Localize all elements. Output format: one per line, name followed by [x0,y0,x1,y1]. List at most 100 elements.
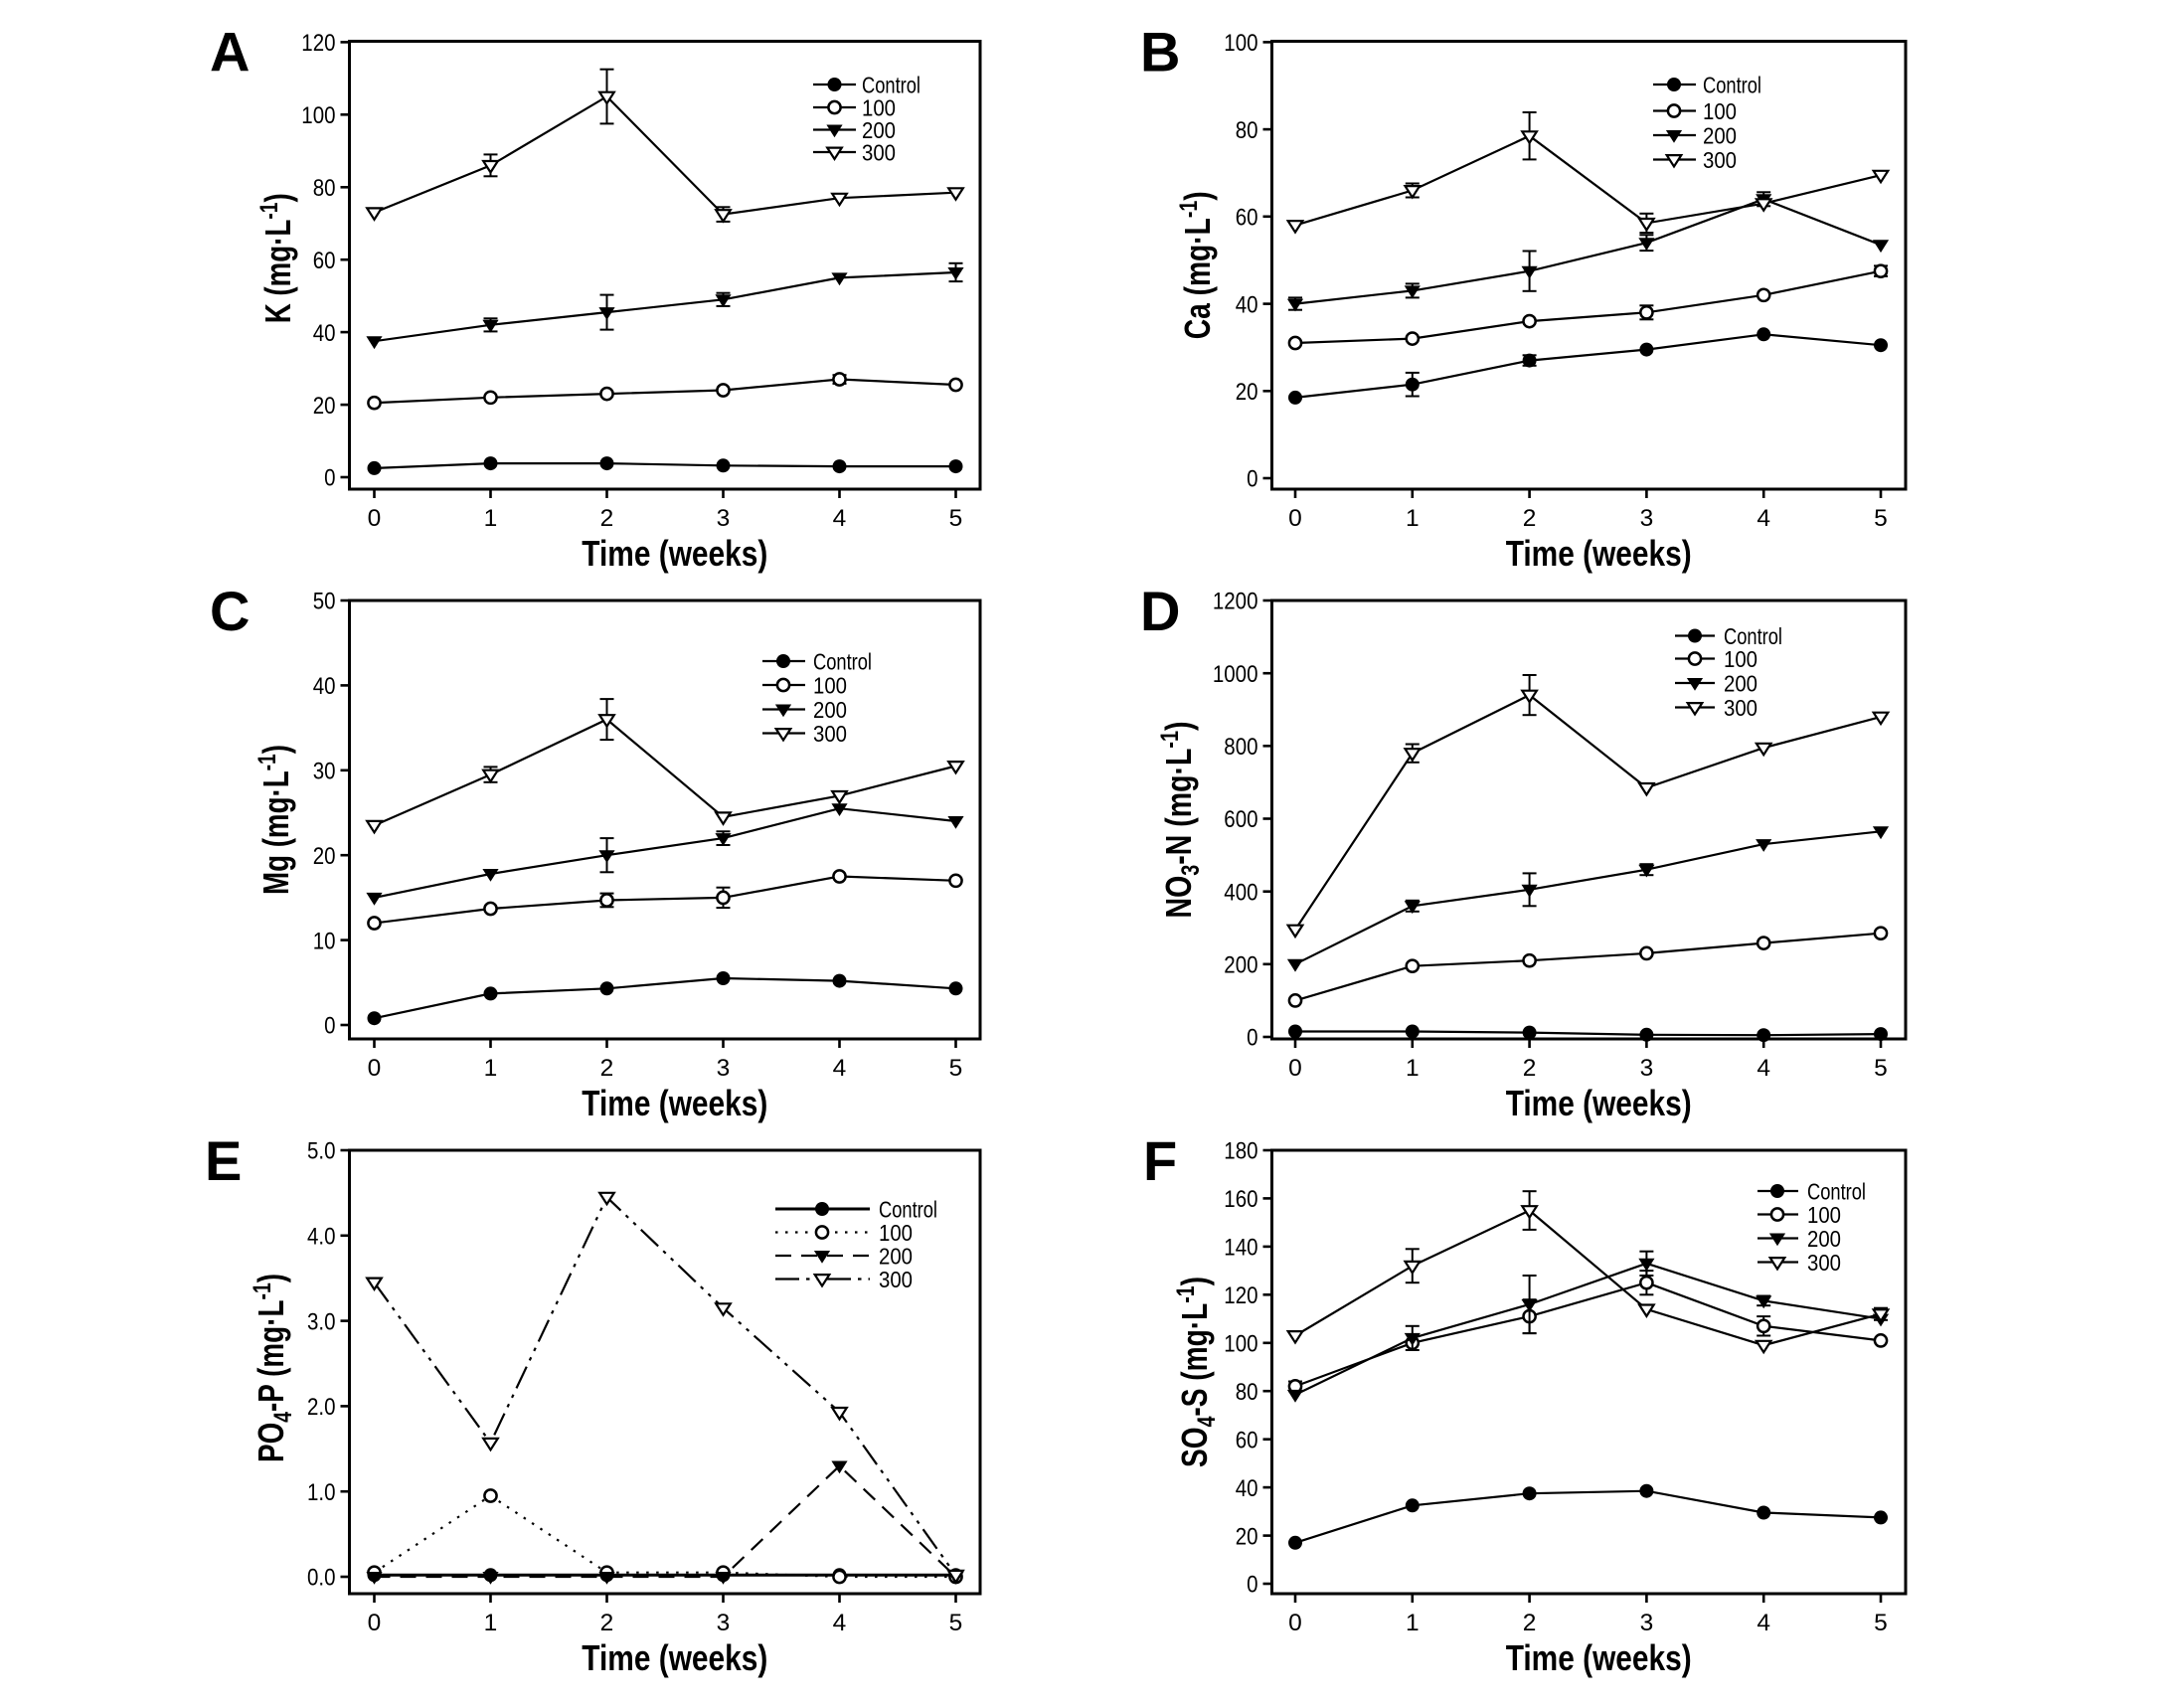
svg-text:5: 5 [949,1055,963,1082]
svg-text:100: 100 [813,672,847,698]
svg-text:0: 0 [324,465,335,492]
svg-text:Time (weeks): Time (weeks) [582,1637,767,1678]
svg-text:0: 0 [1247,1572,1257,1599]
svg-text:40: 40 [313,320,336,347]
svg-text:A: A [210,21,250,84]
svg-text:300: 300 [879,1267,913,1292]
svg-text:100: 100 [1224,1331,1257,1358]
svg-text:Control: Control [813,648,872,674]
svg-text:1000: 1000 [1213,661,1258,688]
svg-text:NO3-N (mg·L-1): NO3-N (mg·L-1) [1156,722,1205,919]
svg-text:0.0: 0.0 [307,1565,336,1592]
svg-text:4: 4 [1757,505,1770,532]
svg-text:40: 40 [313,673,336,700]
svg-text:1: 1 [1406,505,1420,532]
svg-text:3: 3 [717,1055,731,1082]
svg-text:4: 4 [833,1055,847,1082]
svg-text:20: 20 [313,393,336,420]
svg-text:5: 5 [949,505,963,532]
svg-text:300: 300 [1724,695,1758,721]
svg-text:3: 3 [1640,1055,1654,1082]
svg-text:160: 160 [1224,1186,1257,1213]
svg-text:100: 100 [862,94,896,120]
svg-text:0: 0 [368,1055,382,1082]
svg-text:200: 200 [879,1243,913,1269]
svg-text:50: 50 [313,589,336,615]
svg-text:Control: Control [1703,72,1761,97]
svg-text:300: 300 [1703,147,1737,173]
svg-text:180: 180 [1224,1138,1257,1165]
svg-text:140: 140 [1224,1235,1257,1262]
svg-text:0: 0 [1288,1055,1302,1082]
svg-text:1.0: 1.0 [307,1479,336,1506]
svg-text:1: 1 [1406,1610,1420,1636]
svg-text:600: 600 [1224,806,1257,833]
svg-text:Control: Control [862,72,921,97]
svg-text:5: 5 [1874,1610,1888,1636]
svg-text:20: 20 [1236,1523,1258,1550]
svg-text:Time (weeks): Time (weeks) [582,1083,767,1123]
svg-text:0: 0 [324,1013,335,1040]
svg-text:300: 300 [1807,1250,1841,1276]
svg-text:4.0: 4.0 [307,1224,336,1251]
svg-text:80: 80 [1236,117,1258,144]
svg-text:B: B [1140,21,1180,84]
svg-text:2: 2 [1523,1610,1537,1636]
svg-text:4: 4 [1757,1610,1770,1636]
svg-text:3: 3 [717,1610,731,1636]
svg-text:3: 3 [1640,505,1654,532]
svg-text:300: 300 [862,139,896,165]
svg-text:300: 300 [813,721,847,747]
svg-text:2: 2 [600,505,614,532]
svg-text:F: F [1143,1129,1177,1192]
svg-text:60: 60 [1236,1427,1258,1453]
svg-text:100: 100 [1224,30,1257,57]
svg-text:1: 1 [484,505,498,532]
svg-text:Time (weeks): Time (weeks) [1506,1637,1692,1678]
svg-text:200: 200 [862,117,896,143]
svg-text:C: C [210,580,250,642]
svg-text:2: 2 [1523,1055,1537,1082]
svg-text:Time (weeks): Time (weeks) [582,533,767,574]
svg-text:40: 40 [1236,291,1258,318]
svg-text:5: 5 [1874,1055,1888,1082]
svg-text:Time (weeks): Time (weeks) [1506,1083,1692,1123]
svg-text:200: 200 [1703,122,1737,148]
svg-text:40: 40 [1236,1475,1258,1502]
svg-text:D: D [1140,580,1180,642]
svg-text:0: 0 [368,505,382,532]
svg-text:Control: Control [1724,623,1782,649]
svg-text:Time (weeks): Time (weeks) [1506,533,1692,574]
svg-text:100: 100 [1703,98,1737,124]
svg-text:1: 1 [1406,1055,1420,1082]
svg-text:E: E [205,1129,242,1192]
svg-text:2: 2 [600,1055,614,1082]
svg-text:0: 0 [1247,1025,1257,1052]
svg-text:2: 2 [600,1610,614,1636]
svg-text:2: 2 [1523,505,1537,532]
svg-text:80: 80 [1236,1379,1258,1406]
svg-text:4: 4 [833,1610,847,1636]
svg-text:120: 120 [1224,1282,1257,1309]
svg-text:2.0: 2.0 [307,1394,336,1421]
svg-text:1: 1 [484,1610,498,1636]
svg-text:200: 200 [1224,952,1257,979]
svg-text:1200: 1200 [1213,589,1258,615]
svg-text:5.0: 5.0 [307,1138,336,1165]
svg-text:400: 400 [1224,879,1257,906]
svg-text:10: 10 [313,928,336,954]
svg-text:60: 60 [1236,205,1258,232]
svg-text:4: 4 [1757,1055,1770,1082]
svg-text:200: 200 [1807,1226,1841,1252]
svg-text:4: 4 [833,505,847,532]
svg-text:100: 100 [1724,646,1758,672]
svg-text:0: 0 [1288,505,1302,532]
svg-text:100: 100 [879,1220,913,1246]
svg-text:20: 20 [313,843,336,870]
svg-text:20: 20 [1236,379,1258,406]
svg-text:0: 0 [368,1610,382,1636]
svg-text:Control: Control [1807,1178,1866,1204]
svg-text:5: 5 [949,1610,963,1636]
svg-text:100: 100 [1807,1202,1841,1228]
svg-text:200: 200 [1724,670,1758,696]
